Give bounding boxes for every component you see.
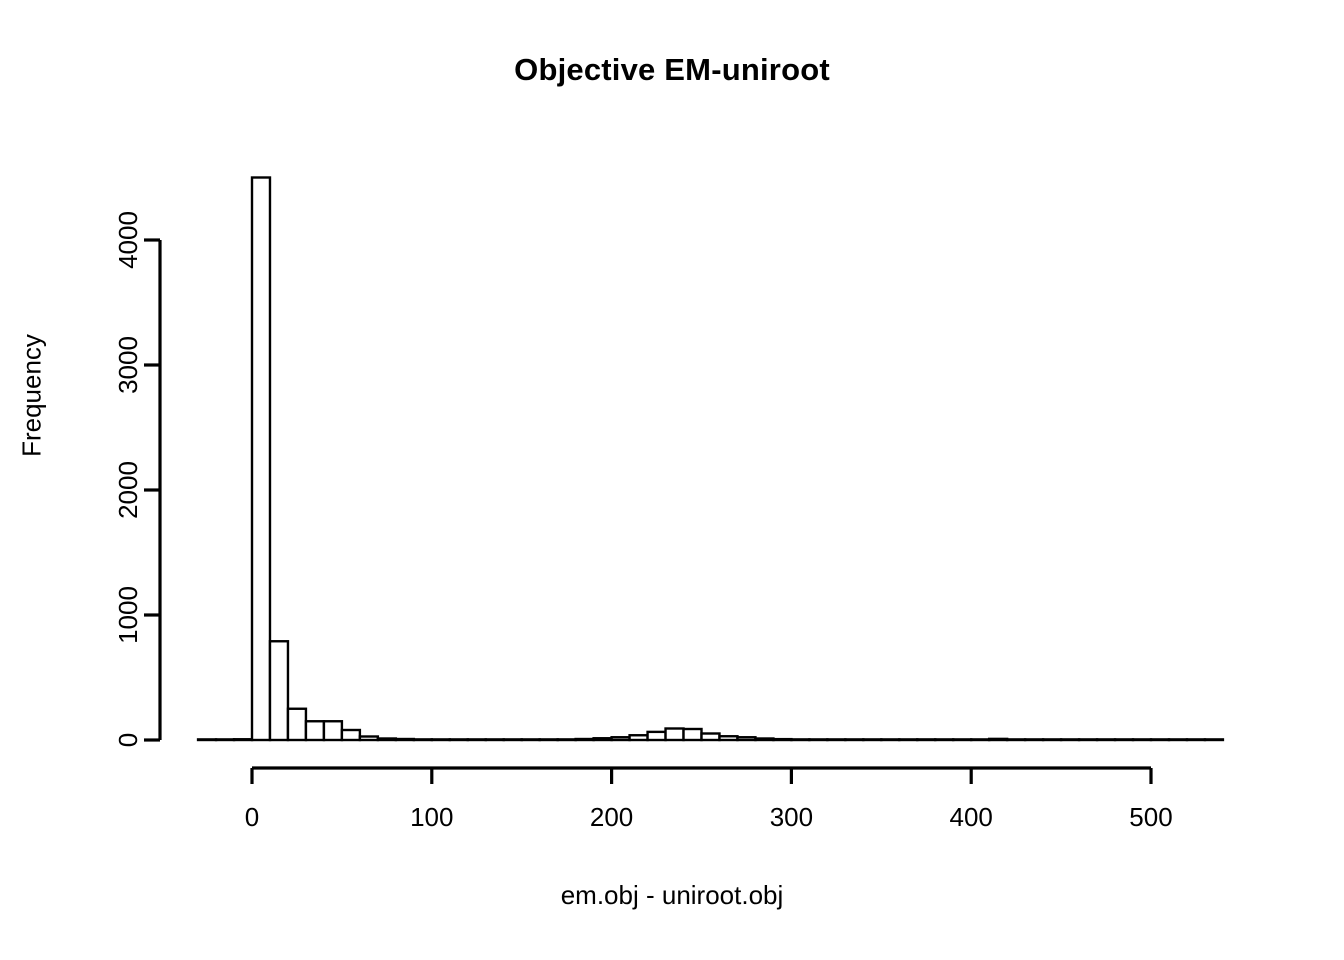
- histogram-bar: [340, 728, 362, 742]
- histogram-bar: [484, 738, 505, 742]
- histogram-bar: [862, 738, 883, 742]
- histogram-bar: [790, 738, 811, 742]
- histogram-bar: [1005, 738, 1027, 742]
- histogram-bar: [466, 738, 487, 742]
- y-tick-labels: 0 1000 2000 3000 4000: [113, 211, 143, 747]
- histogram-bar: [1023, 738, 1045, 742]
- histogram-bar: [808, 738, 829, 742]
- histogram-bar: [394, 737, 416, 742]
- histogram-bar: [664, 727, 685, 742]
- histogram-bar: [682, 727, 703, 742]
- x-tick-label: 400: [950, 802, 993, 832]
- histogram-bar: [268, 640, 290, 742]
- y-axis-label: Frequency: [16, 334, 47, 457]
- x-tick-labels: 0 100 200 300 400 500: [245, 802, 1173, 832]
- histogram-bar: [987, 737, 1009, 742]
- histogram-bar: [736, 736, 757, 742]
- histogram-bar: [322, 720, 344, 742]
- histogram-bar: [520, 738, 541, 742]
- histogram-bar: [1167, 738, 1189, 742]
- histogram-bar: [952, 738, 973, 742]
- histogram-bar: [1131, 738, 1153, 742]
- histogram-bar: [646, 730, 667, 742]
- histogram-bar: [232, 738, 254, 742]
- y-tick-label: 4000: [113, 211, 143, 269]
- histogram-bar: [1203, 738, 1225, 742]
- histogram-bar: [898, 738, 919, 742]
- histogram-bar: [772, 737, 793, 742]
- histogram-bar: [1077, 738, 1099, 742]
- histogram-bar: [502, 738, 523, 742]
- x-tick-label: 100: [410, 802, 453, 832]
- plot-title: Objective EM-uniroot: [514, 52, 830, 87]
- histogram-bars: [196, 176, 1225, 742]
- histogram-bar: [970, 738, 991, 742]
- histogram-bar: [196, 738, 218, 742]
- x-tick-label: 300: [770, 802, 813, 832]
- x-tick-label: 500: [1129, 802, 1172, 832]
- histogram-bar: [214, 738, 236, 742]
- histogram-bar: [916, 738, 937, 742]
- histogram-bar: [826, 738, 847, 742]
- histogram-bar: [538, 738, 559, 742]
- histogram-bar: [358, 735, 380, 742]
- histogram-bar: [1041, 738, 1063, 742]
- x-axis-label: em.obj - uniroot.obj: [560, 880, 784, 910]
- histogram-bar: [412, 738, 434, 742]
- y-tick-label: 1000: [113, 586, 143, 644]
- histogram-bar: [286, 707, 308, 742]
- histogram-bar: [1185, 738, 1207, 742]
- histogram-bar: [574, 737, 595, 742]
- histogram-bar: [1095, 738, 1117, 742]
- histogram-bar: [448, 738, 469, 742]
- histogram-bar: [934, 738, 955, 742]
- histogram-bar: [754, 737, 775, 742]
- x-tick-label: 200: [590, 802, 633, 832]
- histogram-bar: [718, 735, 739, 742]
- y-axis: [144, 238, 162, 742]
- histogram-bar: [628, 734, 649, 742]
- x-axis: [250, 766, 1153, 784]
- histogram-bar: [304, 720, 326, 742]
- histogram-bar: [592, 737, 613, 742]
- y-tick-label: 0: [113, 733, 143, 747]
- y-tick-label: 2000: [113, 461, 143, 519]
- histogram-bar: [556, 738, 577, 742]
- histogram-bar: [1059, 738, 1081, 742]
- histogram-bar: [610, 736, 631, 742]
- histogram-bar: [844, 738, 865, 742]
- histogram-bar: [376, 737, 398, 742]
- x-tick-label: 0: [245, 802, 259, 832]
- histogram-bar: [700, 732, 721, 742]
- histogram-bar: [880, 738, 901, 742]
- histogram-bar: [1149, 738, 1171, 742]
- histogram-bar: [430, 738, 451, 742]
- histogram-bar: [250, 176, 272, 742]
- y-tick-label: 3000: [113, 336, 143, 394]
- histogram-bar: [1113, 738, 1135, 742]
